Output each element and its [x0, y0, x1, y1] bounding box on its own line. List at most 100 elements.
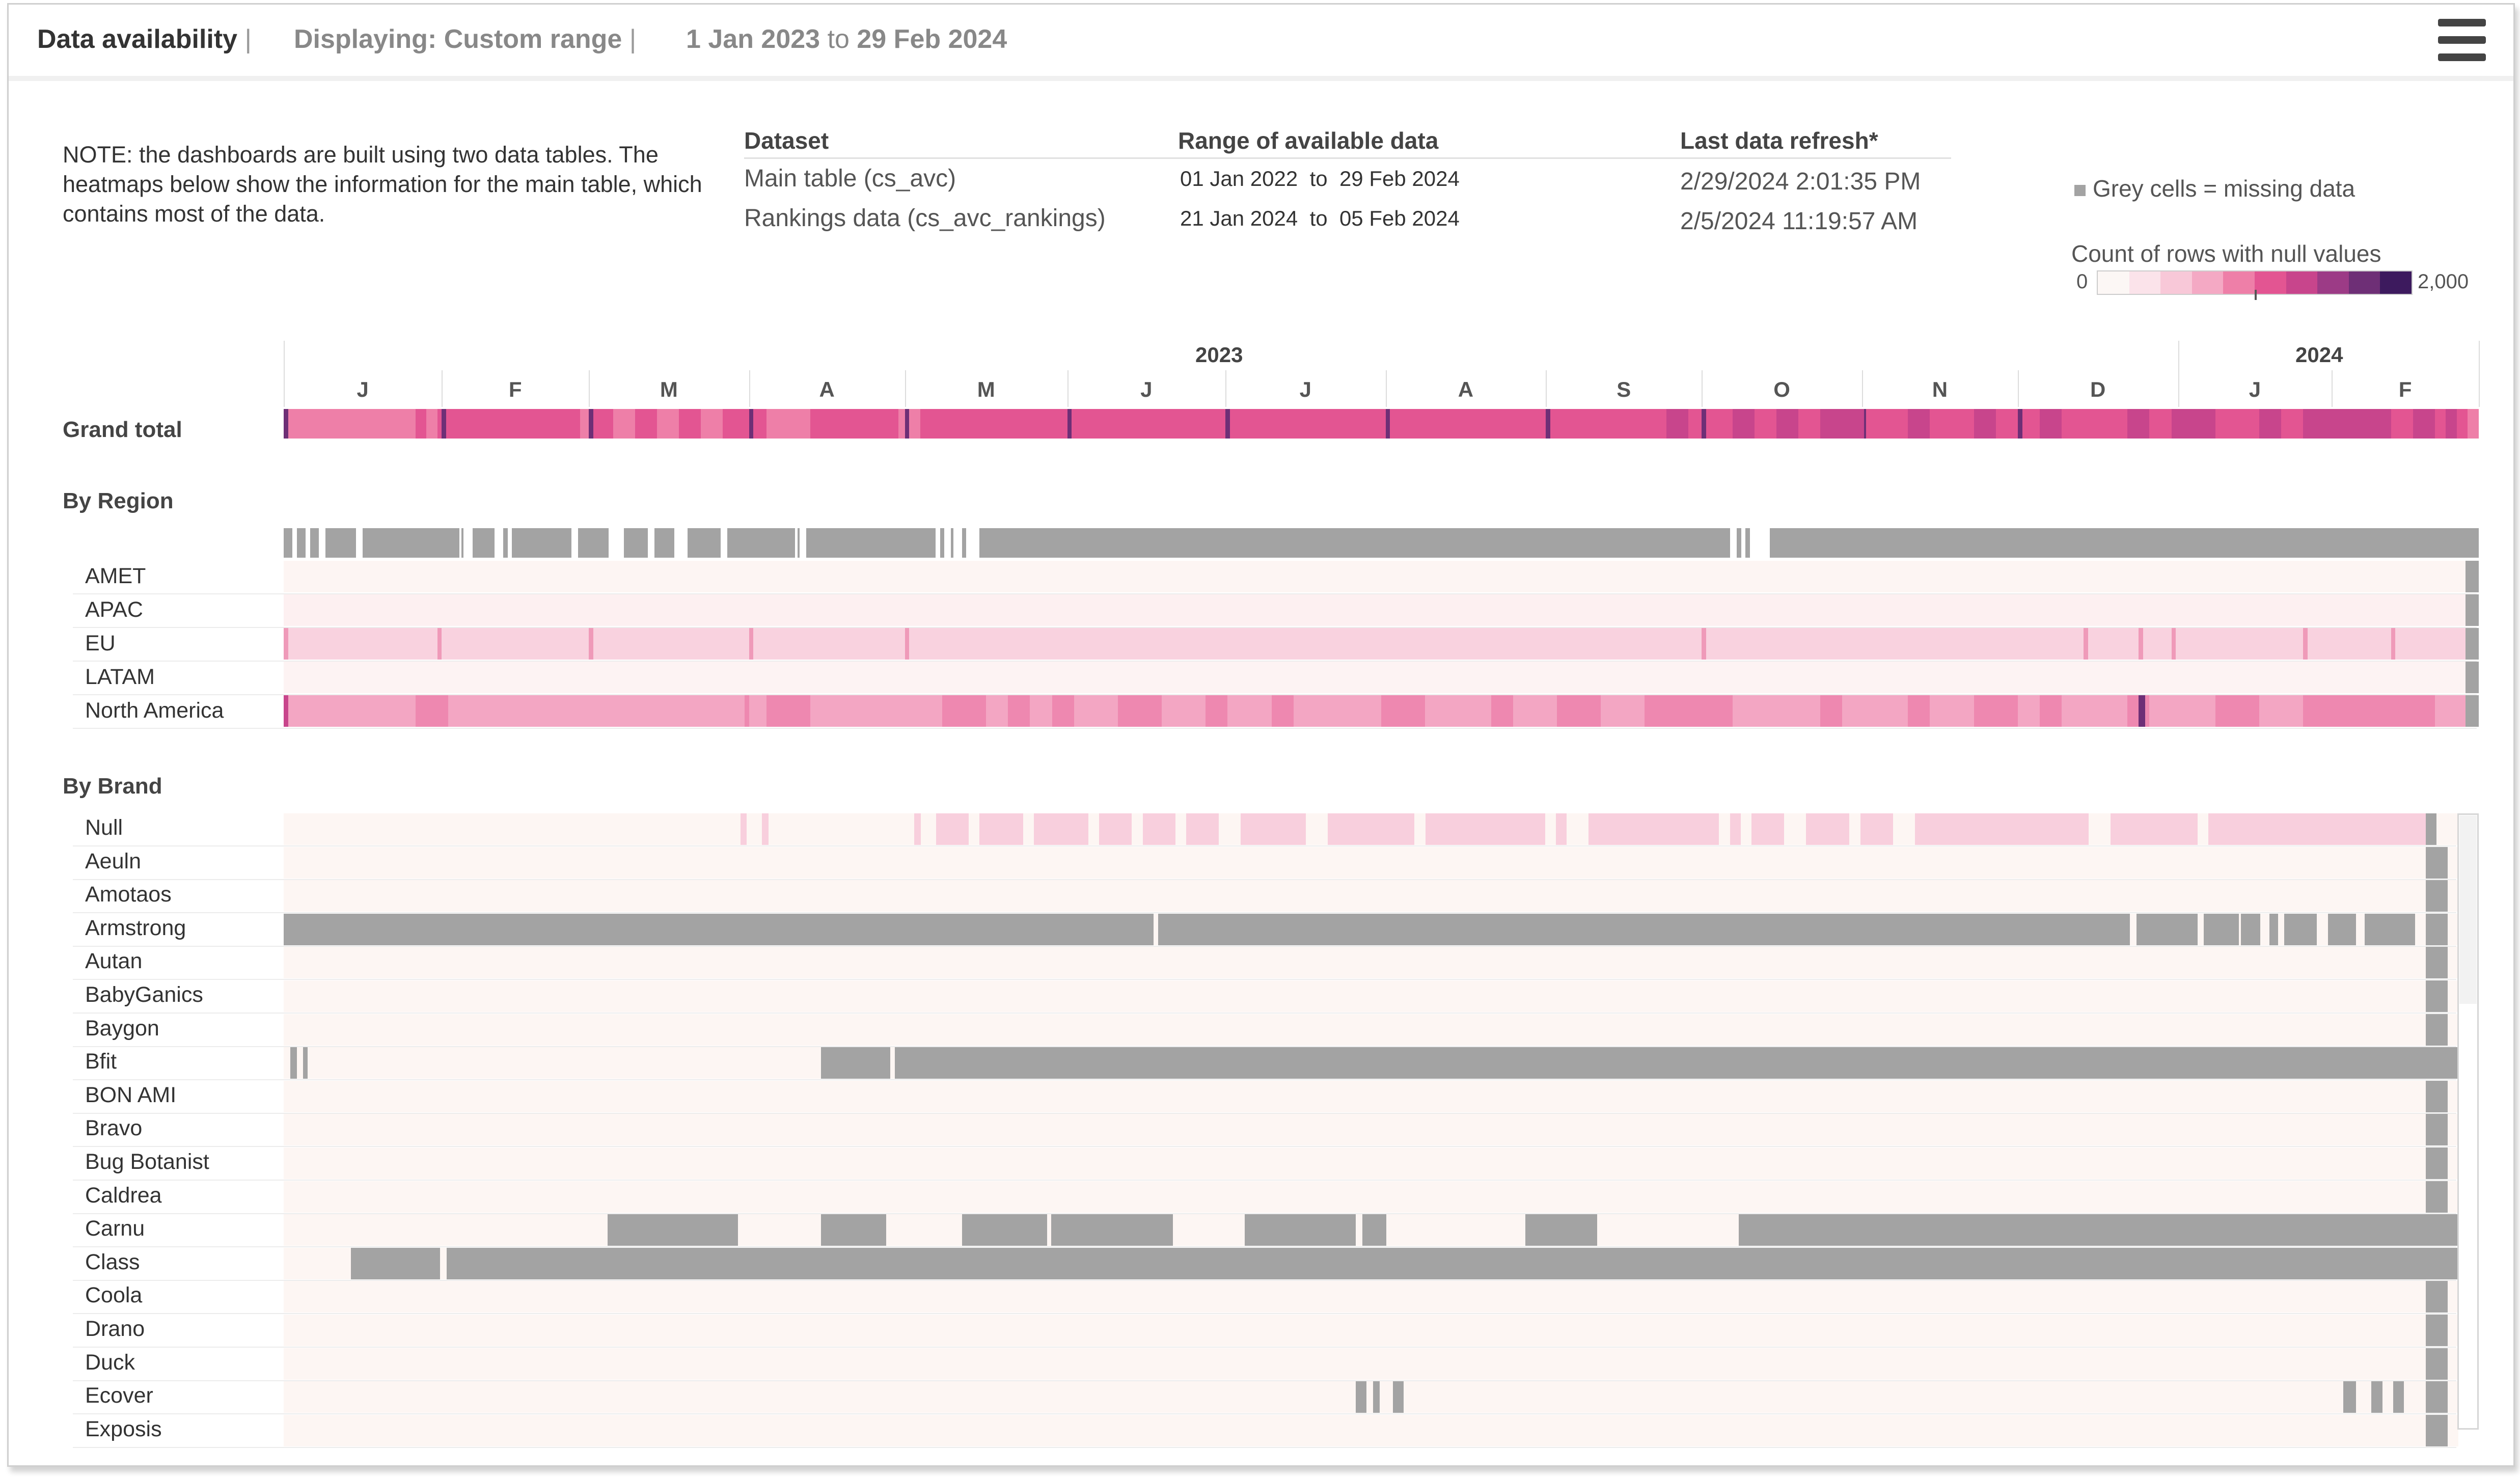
missing-cell — [363, 528, 459, 558]
month-divider — [1861, 370, 1863, 407]
legend-swatch — [2254, 271, 2286, 294]
missing-cell — [2136, 913, 2198, 945]
heatmap-cell — [284, 1414, 2458, 1446]
row-divider — [73, 1079, 2456, 1081]
heatmap-cell — [1645, 695, 1733, 727]
region-heatmap-row[interactable] — [284, 695, 2479, 727]
brand-heatmap-row[interactable] — [284, 913, 2458, 945]
heatmap-cell — [2413, 409, 2435, 439]
grand-total-heatmap[interactable] — [284, 409, 2479, 439]
grey-cells-legend: Grey cells = missing data — [2074, 175, 2355, 202]
month-label: O — [1773, 377, 1790, 401]
heatmap-cell — [1730, 813, 1741, 845]
missing-cell — [1745, 528, 1750, 558]
region-heatmap-row[interactable] — [284, 662, 2479, 693]
heatmap-cell — [2446, 409, 2457, 439]
brand-label-drano: Drano — [85, 1317, 145, 1341]
dataset-header: Dataset — [744, 127, 829, 154]
brand-heatmap-row[interactable] — [284, 1348, 2458, 1380]
region-heatmap-row[interactable] — [284, 628, 2479, 660]
brand-scrollbar-thumb[interactable] — [2459, 815, 2477, 1004]
heatmap-cell — [1225, 409, 1230, 439]
header-divider — [744, 157, 1951, 159]
heatmap-cell — [284, 1014, 2458, 1046]
brand-heatmap-row[interactable] — [284, 1047, 2458, 1079]
brand-heatmap-row[interactable] — [284, 1114, 2458, 1146]
range-rankings: 21 Jan 2024 to 05 Feb 2024 — [1180, 206, 1460, 230]
missing-cell — [2371, 1381, 2382, 1413]
refresh-rankings: 2/5/2024 11:19:57 AM — [1680, 208, 1918, 235]
heatmap-cell — [284, 1114, 2458, 1146]
heatmap-cell — [1425, 813, 1480, 845]
region-heatmap-row[interactable] — [284, 561, 2479, 592]
brand-heatmap-row[interactable] — [284, 1281, 2458, 1313]
heatmap-cell — [1385, 409, 1390, 439]
brand-heatmap-row[interactable] — [284, 947, 2458, 979]
legend-marker — [2255, 290, 2257, 300]
brand-heatmap-row[interactable] — [284, 1080, 2458, 1112]
brand-heatmap-row[interactable] — [284, 1414, 2458, 1446]
brand-heatmap-row[interactable] — [284, 1315, 2458, 1346]
missing-cell — [688, 528, 721, 558]
month-divider — [2017, 370, 2019, 407]
missing-cell — [284, 913, 1154, 945]
heatmap-cell — [740, 813, 747, 845]
missing-cell — [2343, 1381, 2357, 1413]
missing-cell — [2393, 1381, 2404, 1413]
brand-heatmap-row[interactable] — [284, 1247, 2458, 1279]
brand-heatmap-row[interactable] — [284, 1214, 2458, 1246]
heatmap-cell — [1008, 695, 1030, 727]
region-heatmap-row[interactable] — [284, 594, 2479, 626]
heatmap-cell — [1142, 813, 1175, 845]
brand-label-armstrong: Armstrong — [85, 915, 186, 940]
brand-heatmap-row[interactable] — [284, 1147, 2458, 1179]
brand-label-amotaos: Amotaos — [85, 882, 172, 907]
month-divider — [2479, 341, 2480, 407]
brand-heatmap-row[interactable] — [284, 813, 2458, 845]
legend-swatch — [2317, 271, 2349, 294]
month-divider — [1385, 370, 1387, 407]
heatmap-cell — [284, 1348, 2458, 1380]
month-label: M — [660, 377, 678, 401]
month-label: J — [1299, 377, 1311, 401]
row-divider — [73, 694, 2477, 695]
row-divider — [73, 1380, 2456, 1381]
heatmap-cell — [284, 1315, 2458, 1346]
heatmap-cell — [749, 409, 754, 439]
brand-label-aeuln: Aeuln — [85, 849, 141, 873]
row-divider — [73, 1279, 2456, 1281]
heatmap-cell — [2171, 628, 2176, 660]
grand-total-label: Grand total — [63, 417, 182, 442]
heatmap-cell — [2208, 813, 2426, 845]
missing-cell — [1356, 1381, 1367, 1413]
missing-cell — [2425, 947, 2448, 979]
heatmap-cell — [700, 409, 723, 439]
row-divider — [73, 979, 2456, 980]
brand-label-bon-ami: BON AMI — [85, 1082, 177, 1107]
displaying-label: Displaying: Custom range | — [294, 24, 637, 54]
note-text: NOTE: the dashboards are built using two… — [63, 142, 702, 227]
top-bar: Data availability | Displaying: Custom r… — [9, 5, 2513, 81]
missing-cell — [2241, 913, 2261, 945]
heatmap-fill — [284, 409, 2479, 439]
brand-heatmap-row[interactable] — [284, 1181, 2458, 1213]
brand-heatmap-row[interactable] — [284, 1014, 2458, 1046]
missing-cell — [820, 1214, 886, 1246]
heatmap-cell — [1588, 813, 1719, 845]
brand-heatmap-row[interactable] — [284, 880, 2458, 912]
heatmap-cell — [1067, 409, 1072, 439]
brand-heatmap-row[interactable] — [284, 980, 2458, 1012]
missing-cell — [2466, 594, 2479, 626]
brand-heatmap-row[interactable] — [284, 1381, 2458, 1413]
legend-swatch — [2129, 271, 2161, 294]
region-missing-data-bar[interactable] — [284, 528, 2479, 558]
heatmap-cell — [1381, 695, 1426, 727]
missing-cell — [2425, 880, 2448, 912]
missing-cell — [2425, 1281, 2448, 1313]
brand-heatmap-row[interactable] — [284, 846, 2458, 879]
missing-cell — [1362, 1214, 1386, 1246]
hamburger-menu-icon[interactable] — [2438, 18, 2486, 64]
month-label: F — [508, 377, 522, 401]
null-count-legend-title: Count of rows with null values — [2071, 240, 2381, 267]
heatmap-cell — [1806, 813, 1850, 845]
